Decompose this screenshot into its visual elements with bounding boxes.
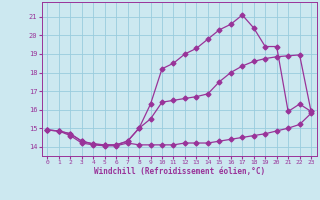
X-axis label: Windchill (Refroidissement éolien,°C): Windchill (Refroidissement éolien,°C): [94, 167, 265, 176]
